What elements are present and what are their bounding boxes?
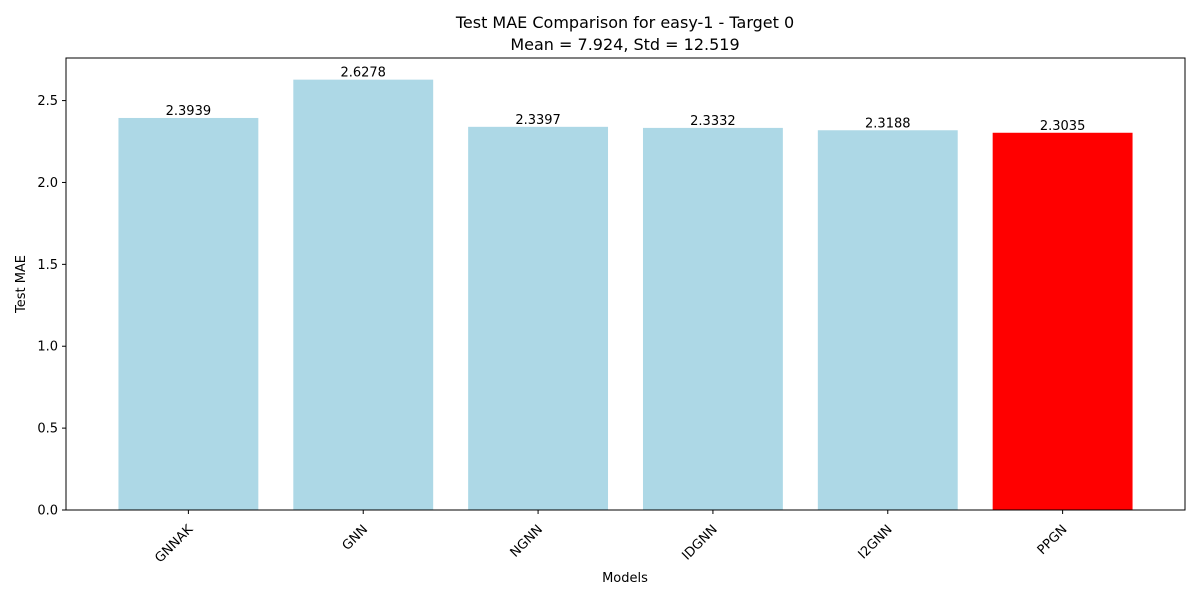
y-tick-label: 1.5	[37, 258, 58, 273]
bar-gnn	[293, 79, 434, 511]
bar-ppgn	[992, 132, 1133, 510]
plot-frame	[65, 57, 1186, 511]
data-label-ngnn: 2.3397	[515, 113, 561, 128]
data-label-gnnak: 2.3939	[166, 104, 212, 119]
data-labels-group: 2.3939 2.6278 2.3397 2.3332 2.3188 2.3035	[166, 66, 1086, 134]
bar-ngnn	[468, 126, 609, 510]
y-tick-label: 2.0	[37, 176, 58, 191]
y-tick-label: 1.0	[37, 340, 58, 355]
data-label-gnn: 2.6278	[340, 66, 386, 81]
y-tick-label: 0.5	[37, 422, 58, 437]
bar-gnnak	[118, 117, 259, 511]
x-axis-label: Models	[602, 571, 648, 586]
bar-i2gnn	[817, 130, 958, 510]
data-label-i2gnn: 2.3188	[865, 116, 911, 131]
data-label-idgnn: 2.3332	[690, 114, 736, 129]
y-tick-label: 2.5	[37, 94, 58, 109]
chart-subtitle: Mean = 7.924, Std = 12.519	[510, 35, 739, 54]
y-tick-label: 0.0	[37, 504, 58, 519]
y-axis-ticks: 0.0 0.5 1.0 1.5 2.0 2.5	[37, 94, 66, 519]
data-label-ppgn: 2.3035	[1040, 119, 1086, 134]
bars-group	[118, 79, 1133, 511]
chart-title: Test MAE Comparison for easy-1 - Target …	[455, 13, 794, 32]
bar-idgnn	[642, 127, 783, 511]
y-axis-label: Test MAE	[14, 255, 29, 314]
